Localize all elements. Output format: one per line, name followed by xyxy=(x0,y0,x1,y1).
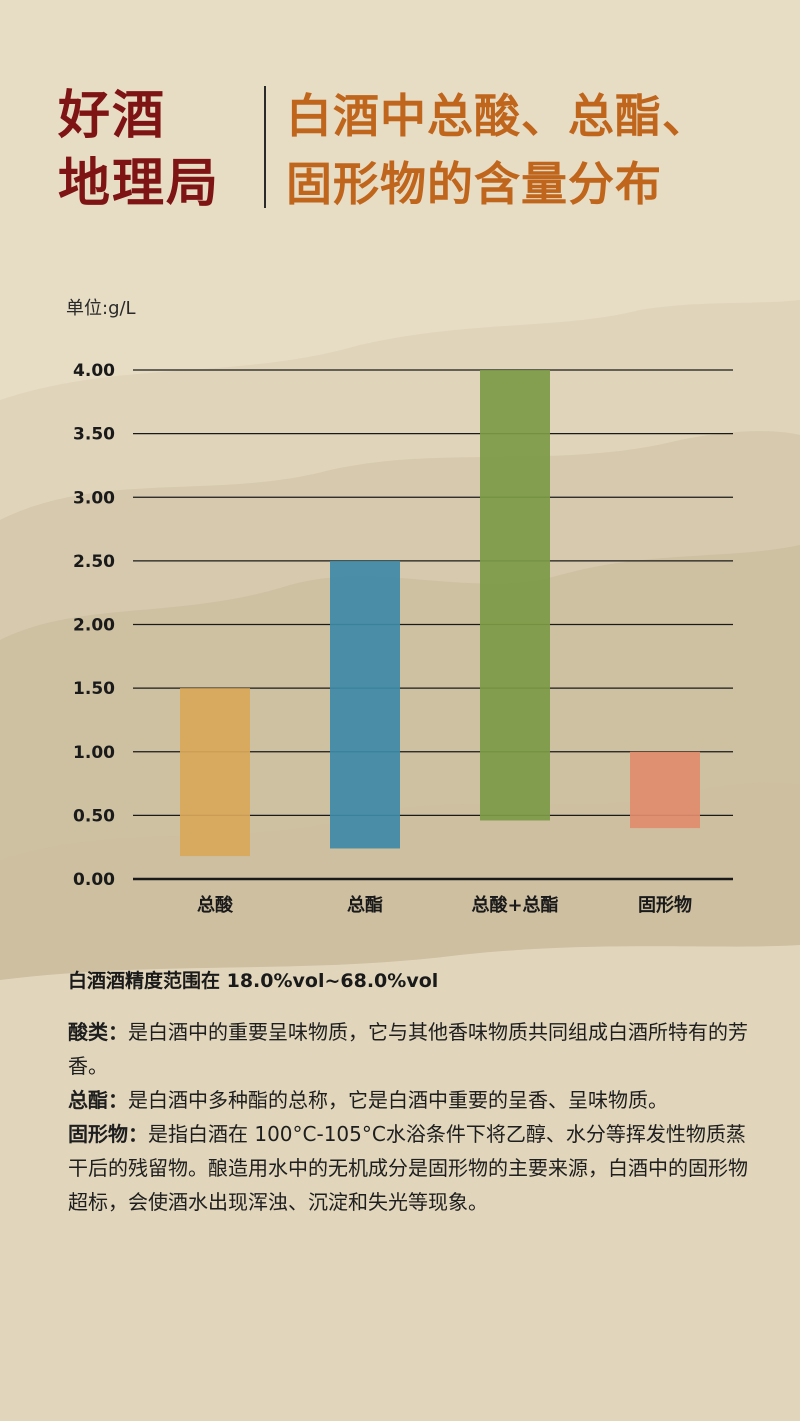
page-title: 白酒中总酸、总酯、 固形物的含量分布 xyxy=(286,82,786,218)
note-text: 是白酒中多种酯的总称，它是白酒中重要的呈香、呈味物质。 xyxy=(128,1088,668,1112)
brand-line-2: 地理局 xyxy=(58,153,221,214)
note-text: 是白酒中的重要呈味物质，它与其他香味物质共同组成白酒所特有的芳香。 xyxy=(68,1020,748,1078)
y-tick-label: 2.50 xyxy=(73,552,115,572)
note-label: 总酯： xyxy=(68,1088,128,1112)
y-tick-label: 3.00 xyxy=(73,488,115,508)
title-line-1: 白酒中总酸、总酯、 xyxy=(286,89,709,143)
header-divider xyxy=(264,86,266,208)
y-tick-label: 3.50 xyxy=(73,425,115,445)
alcohol-range-text: 白酒酒精度范围在 18.0%vol~68.0%vol xyxy=(68,970,439,992)
note-label: 固形物： xyxy=(68,1122,148,1146)
notes-section: 酸类：是白酒中的重要呈味物质，它与其他香味物质共同组成白酒所特有的芳香。 总酯：… xyxy=(68,1015,758,1219)
title-line-2: 固形物的含量分布 xyxy=(286,157,662,211)
y-tick-label: 2.00 xyxy=(73,616,115,636)
note-label: 酸类： xyxy=(68,1020,128,1044)
bar xyxy=(480,370,550,821)
unit-label: 单位:g/L xyxy=(66,298,136,319)
x-tick-label: 总酸 xyxy=(197,894,234,916)
bar-layer xyxy=(180,370,700,857)
note-acids: 酸类：是白酒中的重要呈味物质，它与其他香味物质共同组成白酒所特有的芳香。 xyxy=(68,1015,758,1083)
y-tick-label: 4.00 xyxy=(73,361,115,381)
brand-logo: 好酒 地理局 xyxy=(58,82,258,218)
range-bar-chart: 0.00 0.50 1.00 1.50 2.00 2.50 3.00 3.50 4.00 总酸 总酯… xyxy=(73,361,733,916)
x-tick-label: 总酯 xyxy=(347,894,383,916)
y-tick-label: 1.00 xyxy=(73,743,115,763)
bar xyxy=(630,751,700,829)
x-tick-label: 总酸+总酯 xyxy=(471,894,558,916)
y-tick-label: 0.50 xyxy=(73,806,115,826)
label-layer: 0.00 0.50 1.00 1.50 2.00 2.50 3.00 3.50 4.00 总酸 总酯… xyxy=(73,361,692,916)
header: 好酒 地理局 白酒中总酸、总酯、 固形物的含量分布 xyxy=(0,0,800,230)
note-solids: 固形物：是指白酒在 100°C-105°C水浴条件下将乙醇、水分等挥发性物质蒸干… xyxy=(68,1117,758,1219)
x-tick-label: 固形物 xyxy=(638,894,692,916)
brand-line-1: 好酒 xyxy=(58,85,167,146)
bar xyxy=(180,688,250,857)
note-text: 是指白酒在 100°C-105°C水浴条件下将乙醇、水分等挥发性物质蒸干后的残留… xyxy=(68,1122,748,1214)
note-esters: 总酯：是白酒中多种酯的总称，它是白酒中重要的呈香、呈味物质。 xyxy=(68,1083,758,1117)
bar xyxy=(330,560,400,849)
y-tick-label: 1.50 xyxy=(73,679,115,699)
y-tick-label: 0.00 xyxy=(73,870,115,890)
